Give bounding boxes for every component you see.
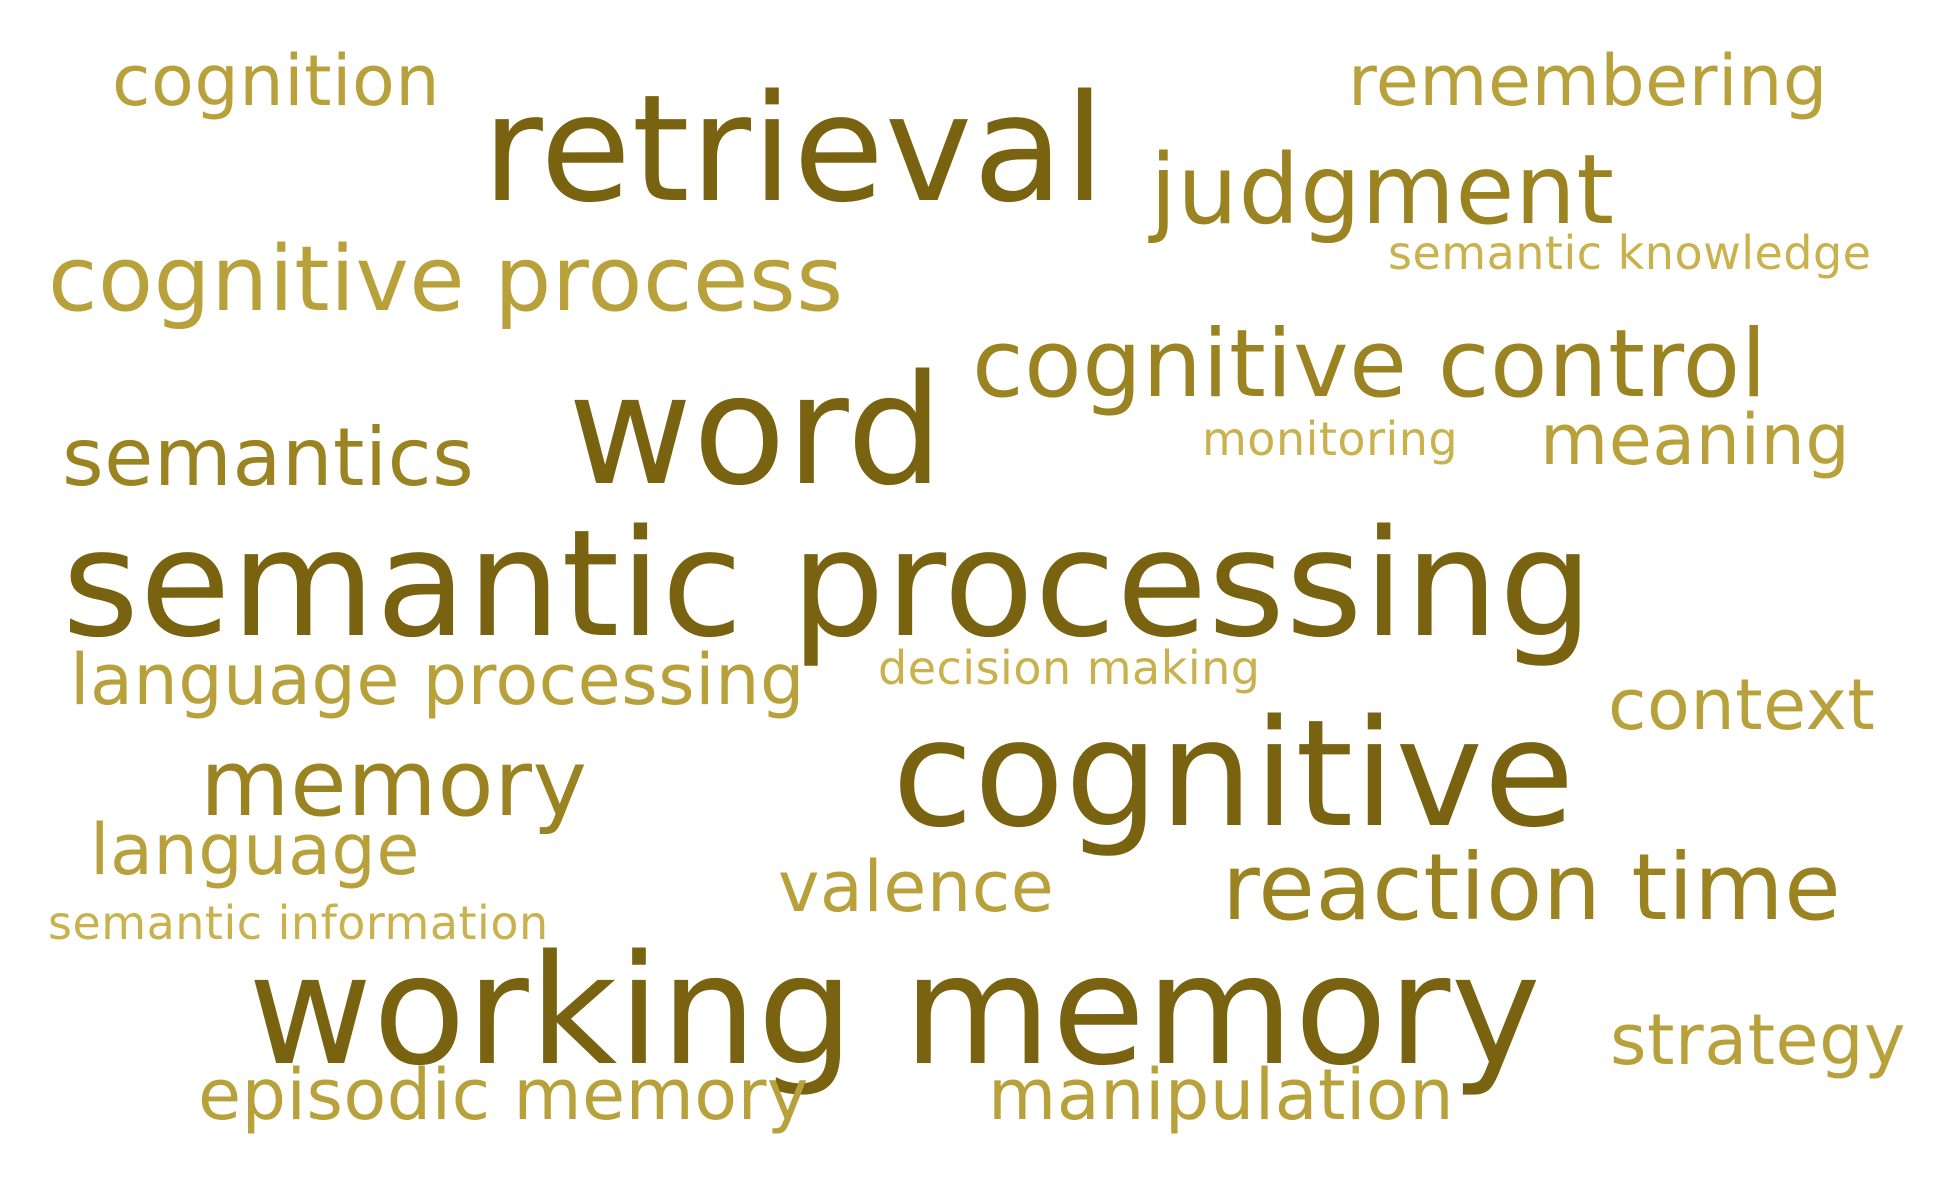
- word-semantic-information: semantic information: [48, 896, 549, 950]
- word-semantic-processing: semantic processing: [62, 498, 1594, 670]
- word-cognitive: cognitive: [892, 688, 1576, 860]
- word-context: context: [1608, 664, 1876, 746]
- word-word: word: [568, 342, 944, 519]
- word-manipulation: manipulation: [988, 1054, 1455, 1136]
- word-cognitive-process: cognitive process: [48, 227, 844, 332]
- word-semantics: semantics: [62, 411, 475, 504]
- word-language: language: [90, 809, 420, 891]
- word-decision-making: decision making: [878, 641, 1261, 695]
- word-working-memory: working memory: [248, 922, 1542, 1099]
- word-judgment: judgment: [1150, 134, 1615, 246]
- word-semantic-knowledge: semantic knowledge: [1388, 226, 1872, 280]
- word-language-processing: language processing: [70, 639, 805, 721]
- word-cognitive-control: cognitive control: [972, 310, 1768, 419]
- word-cognition: cognition: [112, 40, 441, 122]
- word-valence: valence: [778, 846, 1055, 928]
- word-monitoring: monitoring: [1202, 412, 1459, 466]
- word-retrieval: retrieval: [482, 63, 1106, 235]
- word-episodic-memory: episodic memory: [198, 1054, 809, 1136]
- word-memory: memory: [200, 730, 588, 837]
- word-reaction-time: reaction time: [1222, 834, 1842, 941]
- word-remembering: remembering: [1348, 40, 1828, 122]
- word-strategy: strategy: [1610, 999, 1906, 1081]
- word-meaning: meaning: [1540, 399, 1851, 481]
